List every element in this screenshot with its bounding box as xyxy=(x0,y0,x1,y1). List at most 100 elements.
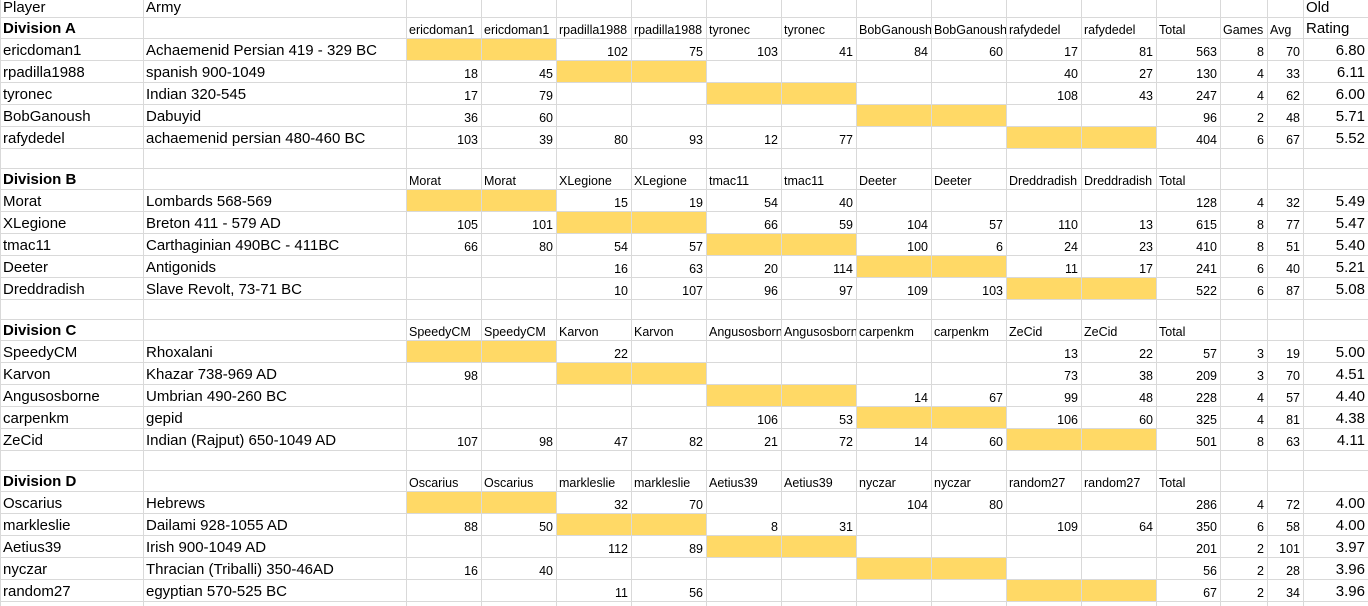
rating-cell: 4.38 xyxy=(1335,410,1365,427)
score-cell: 54 xyxy=(764,196,778,210)
rating-cell: 5.40 xyxy=(1335,237,1365,254)
games-cell: 2 xyxy=(1257,586,1264,600)
score-cell: 24 xyxy=(1064,240,1078,254)
opponent-header: Dreddradish xyxy=(1084,174,1153,188)
division-title: Division C xyxy=(3,322,77,339)
score-cell: 99 xyxy=(1064,391,1078,405)
grid-line xyxy=(556,0,557,606)
games-cell: 6 xyxy=(1257,262,1264,276)
total-cell: 615 xyxy=(1196,218,1217,232)
grid-line xyxy=(0,406,1368,407)
player-name: rafydedel xyxy=(3,130,65,147)
total-cell: 286 xyxy=(1196,498,1217,512)
total-cell: 228 xyxy=(1196,391,1217,405)
division-title: Division D xyxy=(3,473,77,490)
army-name: achaemenid persian 480-460 BC xyxy=(146,130,366,147)
grid-line xyxy=(0,82,1368,83)
score-cell: 57 xyxy=(689,240,703,254)
opponent-header: SpeedyCM xyxy=(484,325,546,339)
score-cell: 101 xyxy=(532,218,553,232)
games-cell: 3 xyxy=(1257,347,1264,361)
games-cell: 4 xyxy=(1257,413,1264,427)
score-cell: 18 xyxy=(464,67,478,81)
grid-line xyxy=(0,428,1368,429)
rating-cell: 4.51 xyxy=(1335,366,1365,383)
grid-line xyxy=(0,189,1368,190)
opponent-header: Aetius39 xyxy=(709,476,758,490)
score-cell: 56 xyxy=(689,586,703,600)
score-cell: 41 xyxy=(839,45,853,59)
avg-cell: 58 xyxy=(1286,520,1300,534)
opponent-header: carpenkm xyxy=(859,325,914,339)
player-name: Oscarius xyxy=(3,495,63,512)
score-cell: 105 xyxy=(457,218,478,232)
grid-line xyxy=(0,362,1368,363)
player-name: Karvon xyxy=(3,366,51,383)
player-name: Aetius39 xyxy=(3,539,62,556)
score-cell: 72 xyxy=(839,435,853,449)
opponent-header: markleslie xyxy=(559,476,616,490)
rating-cell: 6.80 xyxy=(1335,42,1365,59)
opponent-header: Aetius39 xyxy=(784,476,833,490)
opponent-header: ZeCid xyxy=(1009,325,1043,339)
opponent-header: BobGanoush xyxy=(934,23,1006,37)
score-cell: 38 xyxy=(1139,369,1153,383)
games-cell: 8 xyxy=(1257,240,1264,254)
player-name: random27 xyxy=(3,583,71,600)
score-cell: 107 xyxy=(682,284,703,298)
avg-cell: 51 xyxy=(1286,240,1300,254)
score-cell: 36 xyxy=(464,111,478,125)
score-cell: 100 xyxy=(907,240,928,254)
games-cell: 2 xyxy=(1257,542,1264,556)
score-cell: 50 xyxy=(539,520,553,534)
score-cell: 97 xyxy=(839,284,853,298)
rating-cell: 3.96 xyxy=(1335,561,1365,578)
score-cell: 66 xyxy=(464,240,478,254)
score-cell: 43 xyxy=(1139,89,1153,103)
score-cell: 20 xyxy=(764,262,778,276)
score-cell: 107 xyxy=(457,435,478,449)
score-cell: 23 xyxy=(1139,240,1153,254)
avg-cell: 19 xyxy=(1286,347,1300,361)
games-cell: 2 xyxy=(1257,564,1264,578)
opponent-header: nyczar xyxy=(859,476,896,490)
score-cell: 60 xyxy=(989,45,1003,59)
army-name: Antigonids xyxy=(146,259,217,276)
opponent-header: random27 xyxy=(1009,476,1066,490)
total-cell: 350 xyxy=(1196,520,1217,534)
army-name: egyptian 570-525 BC xyxy=(146,583,287,600)
player-name: Morat xyxy=(3,193,42,210)
opponent-header: rafydedel xyxy=(1084,23,1136,37)
rating-cell: 6.00 xyxy=(1335,86,1365,103)
score-cell: 98 xyxy=(464,369,478,383)
games-cell: 4 xyxy=(1257,391,1264,405)
opponent-header: Angusosborne xyxy=(784,325,856,339)
opponent-header: random27 xyxy=(1084,476,1141,490)
army-name: gepid xyxy=(146,410,183,427)
score-cell: 80 xyxy=(614,133,628,147)
score-cell: 27 xyxy=(1139,67,1153,81)
opponent-header: ericdoman1 xyxy=(409,23,475,37)
opponent-header: tmac11 xyxy=(784,174,825,188)
score-cell: 112 xyxy=(608,542,628,556)
score-cell: 102 xyxy=(607,45,628,59)
player-name: nyczar xyxy=(3,561,48,578)
games-cell: 4 xyxy=(1257,196,1264,210)
score-cell: 31 xyxy=(839,520,853,534)
score-cell: 63 xyxy=(689,262,703,276)
score-cell: 40 xyxy=(1064,67,1078,81)
score-cell: 80 xyxy=(539,240,553,254)
grid-line xyxy=(0,384,1368,385)
score-cell: 60 xyxy=(1139,413,1153,427)
avg-cell: 81 xyxy=(1286,413,1300,427)
opponent-header: BobGanoush xyxy=(859,23,931,37)
score-cell: 13 xyxy=(1139,218,1153,232)
rating-cell: 5.49 xyxy=(1335,193,1365,210)
score-cell: 21 xyxy=(764,435,778,449)
grid-line xyxy=(0,557,1368,558)
opponent-header: Karvon xyxy=(634,325,674,339)
total-cell: 325 xyxy=(1196,413,1217,427)
games-cell: 3 xyxy=(1257,369,1264,383)
games-cell: 8 xyxy=(1257,218,1264,232)
total-cell: 201 xyxy=(1196,542,1217,556)
